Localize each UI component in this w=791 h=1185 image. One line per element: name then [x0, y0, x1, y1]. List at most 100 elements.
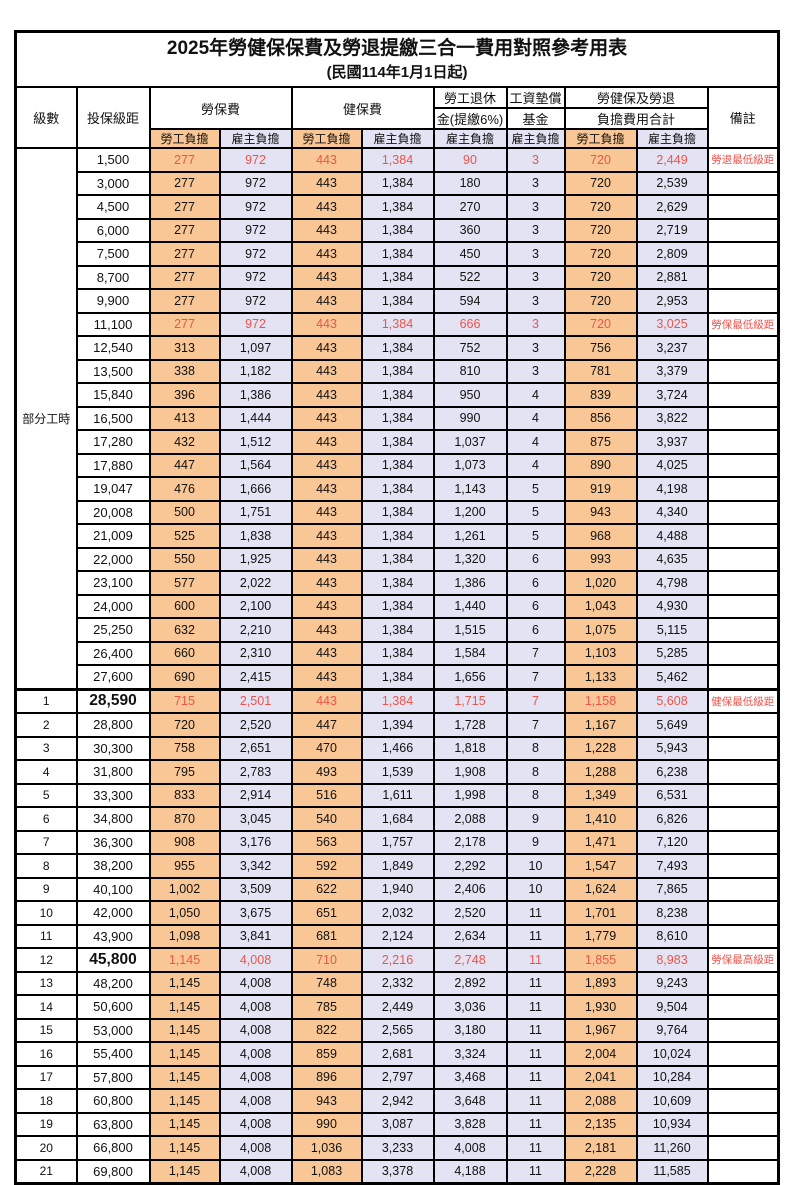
value-cell-pension-employer: 1,584: [432, 640, 508, 666]
value-cell-health-employer: 1,384: [360, 217, 435, 243]
value-cell-health-employer: 1,384: [360, 523, 435, 549]
value-cell-pension-employer: 1,515: [432, 617, 508, 643]
bracket-cell: 55,400: [75, 1041, 151, 1067]
value-cell-labor-employee: 277: [148, 147, 221, 173]
value-cell-labor-employer: 972: [218, 147, 293, 173]
value-cell-wagefund-employer: 4: [505, 452, 566, 478]
header-labor-insurance: 勞保費: [148, 86, 293, 130]
value-cell-wagefund-employer: 11: [505, 1158, 566, 1185]
level-cell: 2: [14, 712, 78, 738]
value-cell-health-employee: 785: [290, 994, 363, 1020]
value-cell-total-employer: 9,504: [635, 994, 709, 1020]
value-cell-labor-employee: 870: [148, 806, 221, 832]
remark-cell: [706, 970, 780, 996]
value-cell-health-employer: 3,087: [360, 1111, 435, 1137]
value-cell-health-employee: 443: [290, 570, 363, 596]
value-cell-wagefund-employer: 3: [505, 264, 566, 290]
header-labor-employee-share: 勞工負擔: [148, 128, 221, 149]
table-row: 部分工時 1,500 277 972 443 1,384 90 3 720 2,449 勞退最低級距: [14, 147, 780, 690]
table-row: 6 34,800 870 3,045 540 1,684 2,088 9 1,410 6,826: [14, 806, 780, 832]
value-cell-total-employee: 1,701: [563, 900, 638, 926]
value-cell-labor-employee: 277: [148, 264, 221, 290]
value-cell-health-employee: 443: [290, 358, 363, 384]
value-cell-labor-employee: 577: [148, 570, 221, 596]
value-cell-total-employer: 11,585: [635, 1158, 709, 1185]
remark-cell: 勞保最高級距: [706, 947, 780, 973]
remark-cell: [706, 735, 780, 761]
remark-cell: [706, 546, 780, 572]
value-cell-health-employer: 1,384: [360, 546, 435, 572]
table-row: 20,008 500 1,751 443 1,384 1,200 5 943 4,340: [16, 499, 780, 525]
value-cell-labor-employer: 3,841: [218, 923, 293, 949]
value-cell-pension-employer: 4,188: [432, 1158, 508, 1185]
value-cell-labor-employee: 550: [148, 546, 221, 572]
value-cell-labor-employee: 660: [148, 640, 221, 666]
value-cell-total-employee: 1,167: [563, 712, 638, 738]
value-cell-pension-employer: 1,728: [432, 712, 508, 738]
remark-cell: [706, 288, 780, 314]
bracket-cell: 16,500: [75, 405, 151, 431]
value-cell-health-employer: 3,233: [360, 1135, 435, 1161]
value-cell-health-employee: 443: [290, 640, 363, 666]
remark-cell: [706, 194, 780, 220]
value-cell-pension-employer: 1,261: [432, 523, 508, 549]
value-cell-total-employer: 10,934: [635, 1111, 709, 1137]
bracket-cell: 69,800: [75, 1158, 151, 1185]
value-cell-labor-employee: 955: [148, 853, 221, 879]
value-cell-labor-employee: 1,050: [148, 900, 221, 926]
bracket-cell: 43,900: [75, 923, 151, 949]
remark-cell: [706, 759, 780, 785]
table-row: 23,100 577 2,022 443 1,384 1,386 6 1,020 4,798: [16, 570, 780, 596]
value-cell-pension-employer: 666: [432, 311, 508, 337]
value-cell-health-employer: 2,124: [360, 923, 435, 949]
value-cell-wagefund-employer: 11: [505, 923, 566, 949]
value-cell-total-employer: 6,531: [635, 782, 709, 808]
header-health-employee-share: 勞工負擔: [290, 128, 363, 149]
value-cell-labor-employee: 476: [148, 476, 221, 502]
premium-table: 2025年勞健保保費及勞退提繳三合一費用對照參考用表 (民國114年1月1日起)…: [14, 30, 781, 1185]
table-row: 11 43,900 1,098 3,841 681 2,124 2,634 11 1,779 8,…: [14, 923, 780, 949]
value-cell-labor-employer: 4,008: [218, 994, 293, 1020]
value-cell-total-employer: 4,340: [635, 499, 709, 525]
value-cell-wagefund-employer: 3: [505, 358, 566, 384]
value-cell-total-employee: 2,135: [563, 1111, 638, 1137]
remark-cell: [706, 1064, 780, 1090]
value-cell-total-employee: 968: [563, 523, 638, 549]
value-cell-total-employer: 4,488: [635, 523, 709, 549]
value-cell-total-employer: 4,930: [635, 593, 709, 619]
value-cell-health-employer: 1,384: [360, 311, 435, 337]
value-cell-health-employer: 2,942: [360, 1088, 435, 1114]
value-cell-total-employer: 2,953: [635, 288, 709, 314]
header-row-3: 勞工負擔 雇主負擔 勞工負擔 雇主負擔 雇主負擔 雇主負擔 勞工負擔 雇主負擔: [16, 128, 779, 149]
value-cell-labor-employee: 1,145: [148, 970, 221, 996]
bracket-cell: 11,100: [75, 311, 151, 337]
value-cell-total-employer: 3,822: [635, 405, 709, 431]
bracket-cell: 40,100: [75, 876, 151, 902]
table-row: 3,000 277 972 443 1,384 180 3 720 2,539: [16, 170, 780, 196]
value-cell-wagefund-employer: 3: [505, 288, 566, 314]
value-cell-total-employee: 1,133: [563, 664, 638, 690]
value-cell-health-employee: 622: [290, 876, 363, 902]
value-cell-health-employee: 443: [290, 617, 363, 643]
value-cell-labor-employer: 2,100: [218, 593, 293, 619]
value-cell-total-employer: 6,826: [635, 806, 709, 832]
value-cell-health-employee: 443: [290, 170, 363, 196]
value-cell-total-employee: 1,288: [563, 759, 638, 785]
table-row: 18 60,800 1,145 4,008 943 2,942 3,648 11 2,088 10…: [14, 1088, 780, 1114]
table-row: 17 57,800 1,145 4,008 896 2,797 3,468 11 2,041 10…: [14, 1064, 780, 1090]
value-cell-pension-employer: 1,320: [432, 546, 508, 572]
bracket-cell: 48,200: [75, 970, 151, 996]
value-cell-health-employee: 443: [290, 194, 363, 220]
value-cell-labor-employee: 277: [148, 241, 221, 267]
value-cell-total-employee: 720: [563, 241, 638, 267]
bracket-cell: 1,500: [75, 147, 151, 173]
value-cell-pension-employer: 360: [432, 217, 508, 243]
value-cell-health-employer: 1,611: [360, 782, 435, 808]
value-cell-health-employee: 443: [290, 687, 363, 714]
value-cell-health-employee: 1,036: [290, 1135, 363, 1161]
value-cell-total-employer: 2,809: [635, 241, 709, 267]
table-body: 部分工時 1,500 277 972 443 1,384 90 3 720 2,449 勞退最低級距…: [14, 147, 780, 1185]
value-cell-labor-employee: 1,145: [148, 1088, 221, 1114]
value-cell-labor-employer: 972: [218, 311, 293, 337]
value-cell-health-employer: 1,384: [360, 358, 435, 384]
